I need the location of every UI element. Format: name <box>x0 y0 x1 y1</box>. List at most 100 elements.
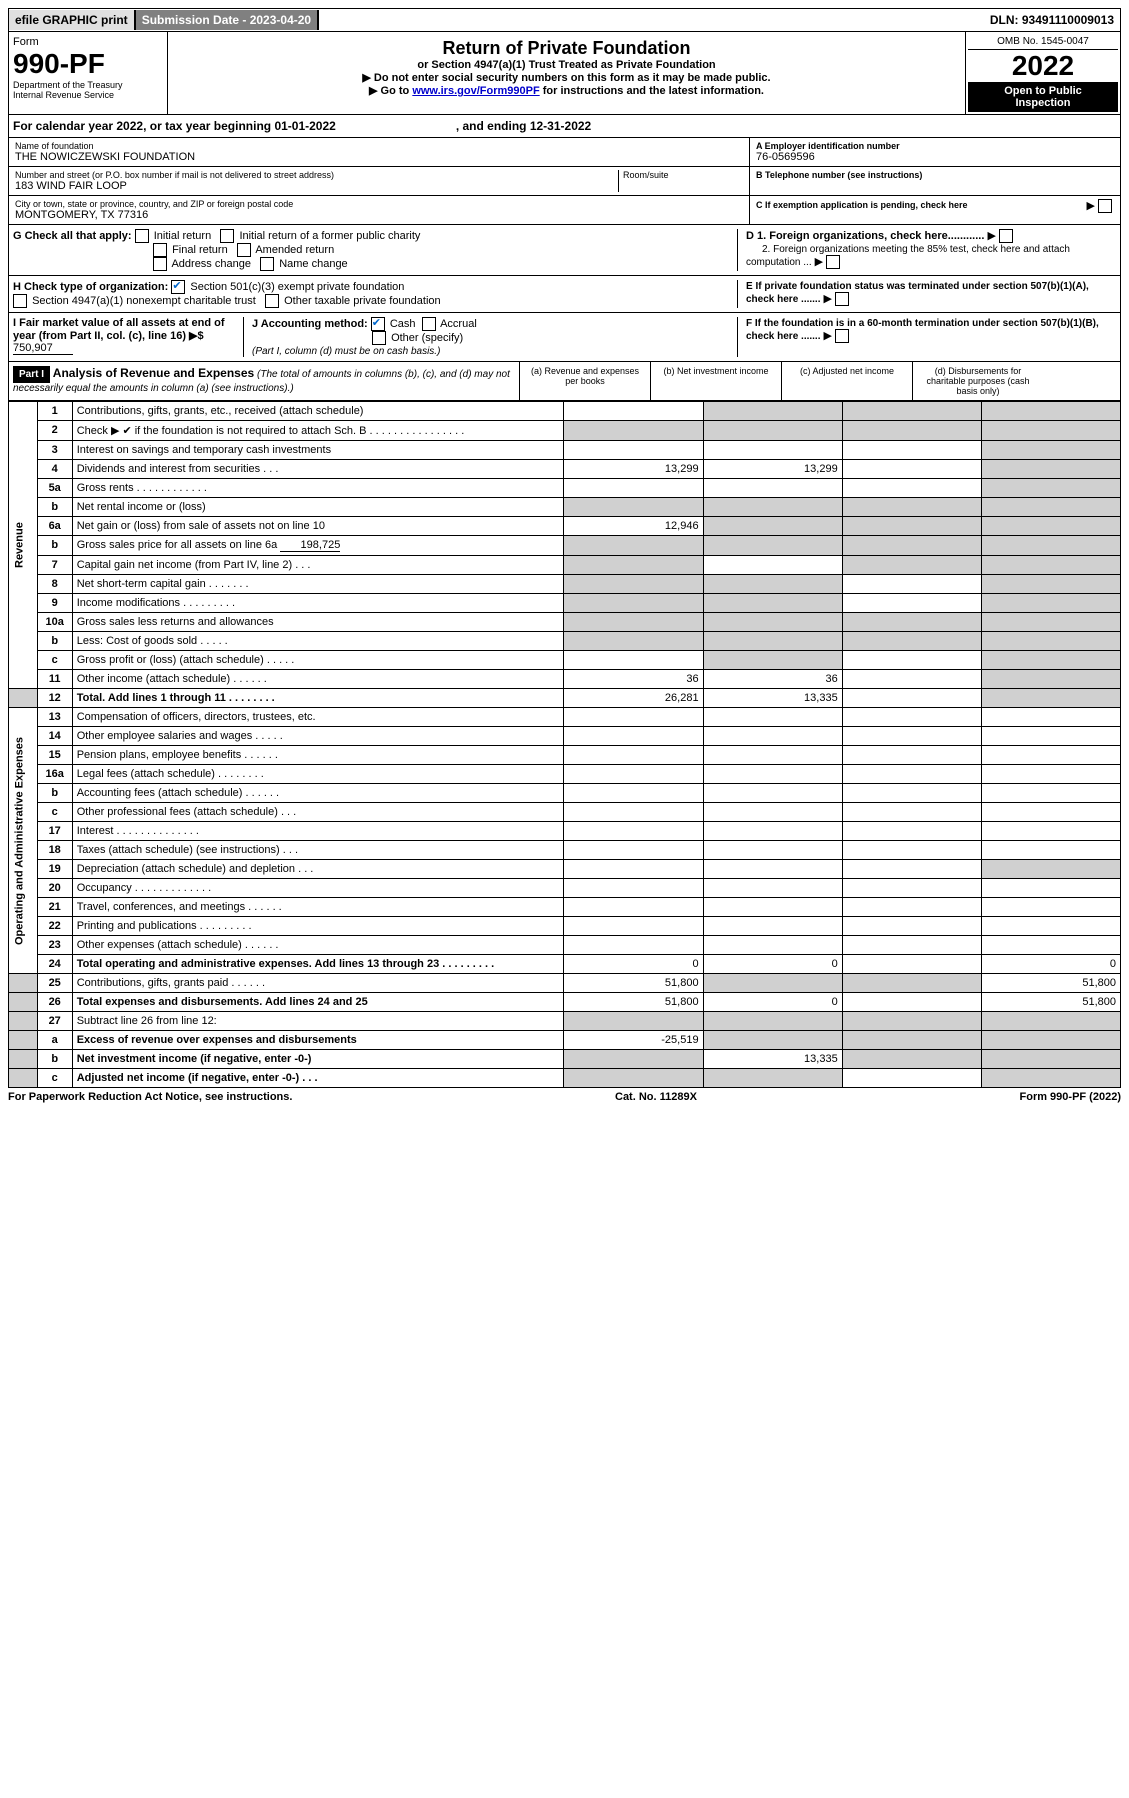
table-row: Operating and Administrative Expenses 13… <box>9 708 1121 727</box>
accrual-label: Accrual <box>440 318 477 330</box>
l12-a: 26,281 <box>564 689 703 708</box>
line-20: Occupancy . . . . . . . . . . . . . <box>72 879 564 898</box>
e-checkbox[interactable] <box>835 292 849 306</box>
accrual-checkbox[interactable] <box>422 317 436 331</box>
omb-number: OMB No. 1545-0047 <box>968 34 1118 50</box>
form-note1: ▶ Do not enter social security numbers o… <box>174 71 959 84</box>
line-3: Interest on savings and temporary cash i… <box>72 441 564 460</box>
other-method-checkbox[interactable] <box>372 331 386 345</box>
other-taxable-label: Other taxable private foundation <box>284 295 441 307</box>
amended-checkbox[interactable] <box>237 243 251 257</box>
inspection: Inspection <box>1015 97 1070 109</box>
form-header: Form 990-PF Department of the Treasury I… <box>8 32 1121 115</box>
note2-post: for instructions and the latest informat… <box>540 85 764 97</box>
table-row: bNet investment income (if negative, ent… <box>9 1050 1121 1069</box>
table-row: bNet rental income or (loss) <box>9 498 1121 517</box>
h-label: H Check type of organization: <box>13 281 168 293</box>
l11-b: 36 <box>703 670 842 689</box>
i-label: I Fair market value of all assets at end… <box>13 317 225 342</box>
l12-b: 13,335 <box>703 689 842 708</box>
efile-print-button[interactable]: efile GRAPHIC print <box>9 10 136 30</box>
line-8: Net short-term capital gain . . . . . . … <box>72 575 564 594</box>
col-a-header: (a) Revenue and expenses per books <box>519 362 650 400</box>
fmv-value: 750,907 <box>13 342 73 355</box>
initial-return-checkbox[interactable] <box>135 229 149 243</box>
table-row: 26Total expenses and disbursements. Add … <box>9 993 1121 1012</box>
phone-label: B Telephone number (see instructions) <box>756 170 1114 180</box>
line-11: Other income (attach schedule) . . . . .… <box>72 670 564 689</box>
table-row: 11Other income (attach schedule) . . . .… <box>9 670 1121 689</box>
4947-label: Section 4947(a)(1) nonexempt charitable … <box>32 295 256 307</box>
l25-a: 51,800 <box>564 974 703 993</box>
501c3-label: Section 501(c)(3) exempt private foundat… <box>190 281 404 293</box>
page-footer: For Paperwork Reduction Act Notice, see … <box>8 1088 1121 1106</box>
line-12: Total. Add lines 1 through 11 . . . . . … <box>72 689 564 708</box>
table-row: 2Check ▶ ✔ if the foundation is not requ… <box>9 421 1121 441</box>
table-row: 25Contributions, gifts, grants paid . . … <box>9 974 1121 993</box>
l24-a: 0 <box>564 955 703 974</box>
line-14: Other employee salaries and wages . . . … <box>72 727 564 746</box>
line-10b: Less: Cost of goods sold . . . . . <box>72 632 564 651</box>
table-row: cGross profit or (loss) (attach schedule… <box>9 651 1121 670</box>
line-1: Contributions, gifts, grants, etc., rece… <box>72 402 564 421</box>
catalog-number: Cat. No. 11289X <box>615 1091 697 1103</box>
d1-checkbox[interactable] <box>999 229 1013 243</box>
l4-a: 13,299 <box>564 460 703 479</box>
d2-checkbox[interactable] <box>826 255 840 269</box>
table-row: aExcess of revenue over expenses and dis… <box>9 1031 1121 1050</box>
line-5a: Gross rents . . . . . . . . . . . . <box>72 479 564 498</box>
table-row: 9Income modifications . . . . . . . . . <box>9 594 1121 613</box>
line-27c: Adjusted net income (if negative, enter … <box>72 1069 564 1088</box>
check-section-h: H Check type of organization: Section 50… <box>8 276 1121 313</box>
table-row: cOther professional fees (attach schedul… <box>9 803 1121 822</box>
line-2: Check ▶ ✔ if the foundation is not requi… <box>72 421 564 441</box>
line-21: Travel, conferences, and meetings . . . … <box>72 898 564 917</box>
initial-former-checkbox[interactable] <box>220 229 234 243</box>
col-d-header: (d) Disbursements for charitable purpose… <box>912 362 1043 400</box>
cal-year-begin: For calendar year 2022, or tax year begi… <box>13 119 336 133</box>
f-checkbox[interactable] <box>835 329 849 343</box>
cash-checkbox[interactable] <box>371 317 385 331</box>
table-row: bAccounting fees (attach schedule) . . .… <box>9 784 1121 803</box>
l4-b: 13,299 <box>703 460 842 479</box>
amended-label: Amended return <box>255 244 334 256</box>
final-return-checkbox[interactable] <box>153 243 167 257</box>
form-title: Return of Private Foundation <box>174 38 959 59</box>
other-method-label: Other (specify) <box>391 332 463 344</box>
line-25: Contributions, gifts, grants paid . . . … <box>72 974 564 993</box>
l26-d: 51,800 <box>981 993 1120 1012</box>
address-change-checkbox[interactable] <box>153 257 167 271</box>
other-taxable-checkbox[interactable] <box>265 294 279 308</box>
irs-label: Internal Revenue Service <box>13 90 163 100</box>
table-row: 21Travel, conferences, and meetings . . … <box>9 898 1121 917</box>
table-row: bLess: Cost of goods sold . . . . . <box>9 632 1121 651</box>
form-subtitle: or Section 4947(a)(1) Trust Treated as P… <box>174 59 959 71</box>
table-row: 16aLegal fees (attach schedule) . . . . … <box>9 765 1121 784</box>
part1-header: Part I Analysis of Revenue and Expenses … <box>8 362 1121 401</box>
line-6a: Net gain or (loss) from sale of assets n… <box>72 517 564 536</box>
tax-year: 2022 <box>968 50 1118 82</box>
501c3-checkbox[interactable] <box>171 280 185 294</box>
line-9: Income modifications . . . . . . . . . <box>72 594 564 613</box>
line-27a: Excess of revenue over expenses and disb… <box>72 1031 564 1050</box>
table-row: Revenue 1Contributions, gifts, grants, e… <box>9 402 1121 421</box>
line-26: Total expenses and disbursements. Add li… <box>72 993 564 1012</box>
irs-link[interactable]: www.irs.gov/Form990PF <box>412 85 539 97</box>
address-change-label: Address change <box>171 258 251 270</box>
cal-year-end: , and ending 12-31-2022 <box>456 119 591 133</box>
d2-label: 2. Foreign organizations meeting the 85%… <box>746 244 1070 268</box>
line-15: Pension plans, employee benefits . . . .… <box>72 746 564 765</box>
form-ref: Form 990-PF (2022) <box>1020 1091 1121 1103</box>
table-row: 20Occupancy . . . . . . . . . . . . . <box>9 879 1121 898</box>
street-address: 183 WIND FAIR LOOP <box>15 180 618 192</box>
l24-d: 0 <box>981 955 1120 974</box>
table-row: 8Net short-term capital gain . . . . . .… <box>9 575 1121 594</box>
j-note: (Part I, column (d) must be on cash basi… <box>252 346 440 357</box>
l27b-b: 13,335 <box>703 1050 842 1069</box>
name-change-checkbox[interactable] <box>260 257 274 271</box>
line-24: Total operating and administrative expen… <box>72 955 564 974</box>
cash-label: Cash <box>390 318 416 330</box>
table-row: 17Interest . . . . . . . . . . . . . . <box>9 822 1121 841</box>
4947-checkbox[interactable] <box>13 294 27 308</box>
c-checkbox[interactable] <box>1098 199 1112 213</box>
